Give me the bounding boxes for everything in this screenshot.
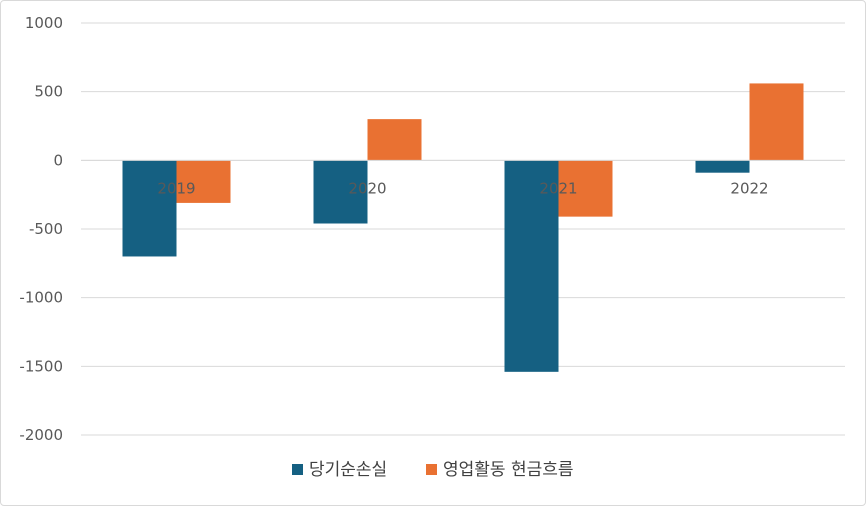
y-tick-label: -1500 (19, 357, 63, 375)
x-tick-label: 2019 (157, 179, 195, 197)
bar-operating-cash-flow-2021 (558, 160, 613, 217)
bar-net-loss-2021 (504, 160, 559, 372)
legend: 당기순손실 영업활동 현금흐름 (292, 460, 574, 480)
bars (122, 83, 804, 372)
y-axis-ticks: 1000 500 0 -500 -1000 -1500 -2000 (19, 14, 63, 444)
y-tick-label: -500 (29, 220, 63, 238)
y-tick-label: -2000 (19, 426, 63, 444)
bar-operating-cash-flow-2020 (367, 119, 422, 161)
x-tick-label: 2022 (730, 179, 768, 197)
bar-net-loss-2019 (122, 160, 177, 257)
x-tick-label: 2020 (348, 179, 386, 197)
y-tick-label: 500 (34, 83, 63, 101)
y-tick-label: 0 (53, 151, 63, 169)
y-tick-label: 1000 (25, 14, 63, 32)
y-tick-label: -1000 (19, 289, 63, 307)
legend-swatch (292, 464, 303, 475)
legend-label: 영업활동 현금흐름 (443, 460, 574, 480)
legend-label: 당기순손실 (309, 460, 387, 480)
gridlines (81, 22, 845, 436)
bar-net-loss-2020 (313, 160, 368, 224)
x-axis-ticks: 2019 2020 2021 2022 (81, 159, 845, 197)
legend-swatch (426, 464, 437, 475)
bar-operating-cash-flow-2022 (749, 83, 804, 161)
x-tick-label: 2021 (539, 179, 577, 197)
bar-net-loss-2022 (695, 160, 750, 173)
bar-operating-cash-flow-2019 (176, 160, 231, 203)
